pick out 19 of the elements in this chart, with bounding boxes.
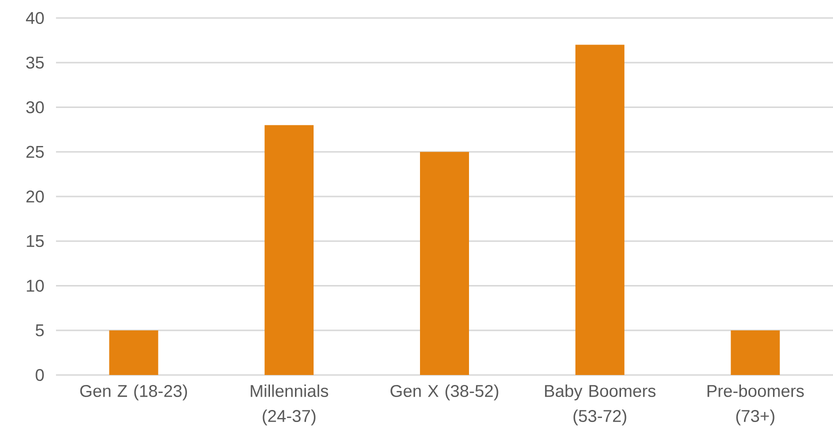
bar [575,44,624,375]
y-tick-label: 25 [26,146,44,158]
y-tick-label: 20 [26,190,44,203]
y-tick-label: 10 [26,280,44,292]
x-tick-label: Baby Boomers (53-72) [545,384,656,426]
x-tick-label: Gen Z (18-23) [80,384,187,400]
x-tick-label: Pre-boomers (73+) [708,384,804,426]
y-tick-label: 30 [26,101,44,114]
y-tick-label: 15 [26,235,44,248]
x-tick-label: Millennials (24-37) [250,384,328,426]
y-tick-label: 40 [26,12,44,24]
bar [264,125,314,375]
y-tick-label: 0 [36,368,44,382]
x-tick-label: Gen X (38-52) [390,384,498,400]
bar [730,330,780,375]
y-tick-label: 5 [36,324,44,336]
y-tick-label: 35 [26,56,44,69]
bar [109,330,158,375]
bar [420,152,470,375]
